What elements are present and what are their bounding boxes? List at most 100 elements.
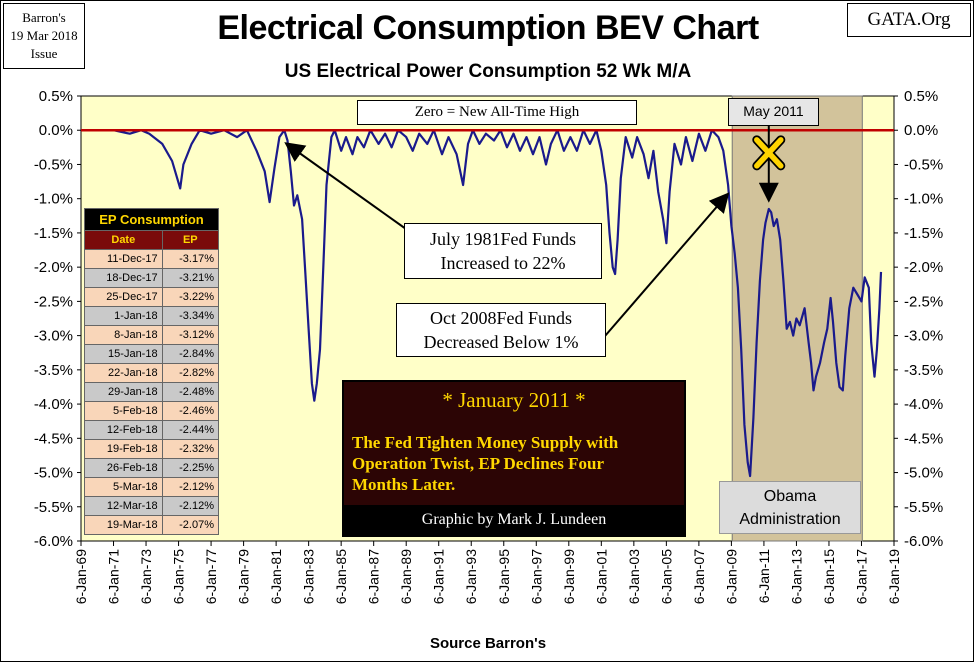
- y-tick-label-left: 0.0%: [39, 122, 73, 139]
- x-tick-label: 6-Jan-11: [756, 549, 772, 603]
- chart-title: Electrical Consumption BEV Chart: [217, 9, 759, 47]
- x-tick-label: 6-Jan-01: [593, 549, 609, 604]
- x-tick-label: 6-Jan-73: [138, 549, 154, 604]
- date-cell: 29-Jan-18: [84, 382, 163, 402]
- ep-value-cell: -2.44%: [161, 420, 220, 440]
- source-label-line: 19 Mar 2018: [10, 28, 78, 43]
- y-tick-label-left: -4.5%: [34, 430, 73, 447]
- table-row: 5-Feb-18 -2.46%: [84, 401, 220, 421]
- y-tick-label-left: -0.5%: [34, 156, 73, 173]
- y-tick-label-right: -3.0%: [904, 328, 943, 345]
- y-tick-label-right: 0.5%: [904, 88, 938, 105]
- y-tick-label-right: -5.0%: [904, 465, 943, 482]
- date-cell: 12-Mar-18: [84, 496, 163, 516]
- y-tick-label-right: 0.0%: [904, 122, 938, 139]
- site-label: GATA.Org: [847, 3, 971, 37]
- y-tick-label-right: -4.5%: [904, 430, 943, 447]
- x-tick-label: 6-Jan-77: [203, 549, 219, 604]
- ep-value-cell: -3.34%: [161, 306, 220, 326]
- credit-line: Graphic by Mark J. Lundeen: [344, 505, 684, 535]
- table-row: 1-Jan-18 -3.34%: [84, 306, 220, 326]
- y-tick-label-right: -4.0%: [904, 396, 943, 413]
- ep-value-cell: -3.17%: [161, 249, 220, 269]
- x-tick-label: 6-Jan-03: [626, 549, 642, 604]
- y-tick-label-right: -2.5%: [904, 293, 943, 310]
- x-tick-label: 6-Jan-07: [691, 549, 707, 604]
- x-tick-label: 6-Jan-15: [821, 549, 837, 604]
- y-tick-label-left: -3.0%: [34, 328, 73, 345]
- ep-value-cell: -3.12%: [161, 325, 220, 345]
- x-tick-label: 6-Jan-85: [333, 549, 349, 604]
- note-body: The Fed Tighten Money Supply with Operat…: [352, 432, 682, 495]
- table-row: 15-Jan-18 -2.84%: [84, 344, 220, 364]
- x-tick-label: 6-Jan-79: [236, 549, 252, 604]
- y-tick-label-left: -5.0%: [34, 465, 73, 482]
- table-row: 12-Mar-18 -2.12%: [84, 496, 220, 516]
- x-tick-label: 6-Jan-71: [106, 549, 122, 604]
- ep-value-cell: -2.82%: [161, 363, 220, 383]
- column-header: EP: [161, 230, 220, 250]
- table-row: 22-Jan-18 -2.82%: [84, 363, 220, 383]
- x-axis-label: Source Barron's: [429, 635, 547, 652]
- obama-administration-label: Obama Administration: [719, 481, 861, 534]
- x-tick-label: 6-Jan-87: [366, 549, 382, 604]
- x-tick-label: 6-Jan-75: [171, 549, 187, 604]
- fed-1981-callout: July 1981Fed Funds Increased to 22%: [404, 223, 602, 279]
- callout-line: Obama: [763, 488, 817, 505]
- table-row: 12-Feb-18 -2.44%: [84, 420, 220, 440]
- may-2011-label: May 2011: [728, 98, 819, 126]
- y-tick-label-left: -2.0%: [34, 259, 73, 276]
- y-tick-label-right: -3.5%: [904, 362, 943, 379]
- date-cell: 25-Dec-17: [84, 287, 163, 307]
- ep-value-cell: -2.12%: [161, 496, 220, 516]
- x-tick-label: 6-Jan-83: [301, 549, 317, 604]
- ep-value-cell: -3.21%: [161, 268, 220, 288]
- x-tick-label: 6-Jan-99: [561, 549, 577, 604]
- date-cell: 12-Feb-18: [84, 420, 163, 440]
- source-label-box: Barron's 19 Mar 2018 Issue: [3, 3, 85, 69]
- y-tick-label-left: -1.0%: [34, 191, 73, 208]
- y-tick-label-left: -1.5%: [34, 225, 73, 242]
- x-tick-label: 6-Jan-93: [463, 549, 479, 604]
- table-row: 5-Mar-18 -2.12%: [84, 477, 220, 497]
- source-label-line: Barron's: [22, 10, 66, 25]
- date-cell: 5-Mar-18: [84, 477, 163, 497]
- y-tick-label-right: -1.0%: [904, 191, 943, 208]
- january-2011-note: * January 2011 * The Fed Tighten Money S…: [342, 380, 686, 537]
- table-row: 26-Feb-18 -2.25%: [84, 458, 220, 478]
- source-label-line: Issue: [30, 46, 58, 61]
- ep-value-cell: -2.48%: [161, 382, 220, 402]
- y-tick-label-left: -2.5%: [34, 293, 73, 310]
- x-tick-label: 6-Jan-09: [723, 549, 739, 604]
- table-caption: EP Consumption: [84, 208, 219, 231]
- x-tick-label: 6-Jan-81: [268, 549, 284, 604]
- date-cell: 11-Dec-17: [84, 249, 163, 269]
- x-tick-label: 6-Jan-89: [398, 549, 414, 604]
- y-tick-label-left: -6.0%: [34, 533, 73, 550]
- fed-2008-callout: Oct 2008Fed Funds Decreased Below 1%: [396, 303, 606, 357]
- y-tick-label-right: -6.0%: [904, 533, 943, 550]
- note-line: Months Later.: [352, 475, 456, 494]
- y-tick-label-left: 0.5%: [39, 88, 73, 105]
- x-tick-label: 6-Jan-17: [853, 549, 869, 604]
- callout-line: Administration: [739, 511, 841, 528]
- ep-value-cell: -2.25%: [161, 458, 220, 478]
- x-tick-label: 6-Jan-91: [431, 549, 447, 604]
- ep-consumption-table: EP Consumption Date EP 11-Dec-17 -3.17% 18…: [84, 208, 220, 535]
- date-cell: 18-Dec-17: [84, 268, 163, 288]
- y-tick-label-left: -3.5%: [34, 362, 73, 379]
- x-tick-label: 6-Jan-13: [788, 549, 804, 604]
- date-cell: 22-Jan-18: [84, 363, 163, 383]
- y-tick-label-left: -5.5%: [34, 499, 73, 516]
- y-tick-label-right: -2.0%: [904, 259, 943, 276]
- table-row: 19-Mar-18 -2.07%: [84, 515, 220, 535]
- y-tick-label-left: -4.0%: [34, 396, 73, 413]
- callout-line: Increased to 22%: [440, 253, 566, 273]
- callout-line: Oct 2008Fed Funds: [429, 308, 572, 328]
- table-row: 11-Dec-17 -3.17%: [84, 249, 220, 269]
- date-cell: 15-Jan-18: [84, 344, 163, 364]
- ep-value-cell: -2.12%: [161, 477, 220, 497]
- table-row: 18-Dec-17 -3.21%: [84, 268, 220, 288]
- ep-value-cell: -2.32%: [161, 439, 220, 459]
